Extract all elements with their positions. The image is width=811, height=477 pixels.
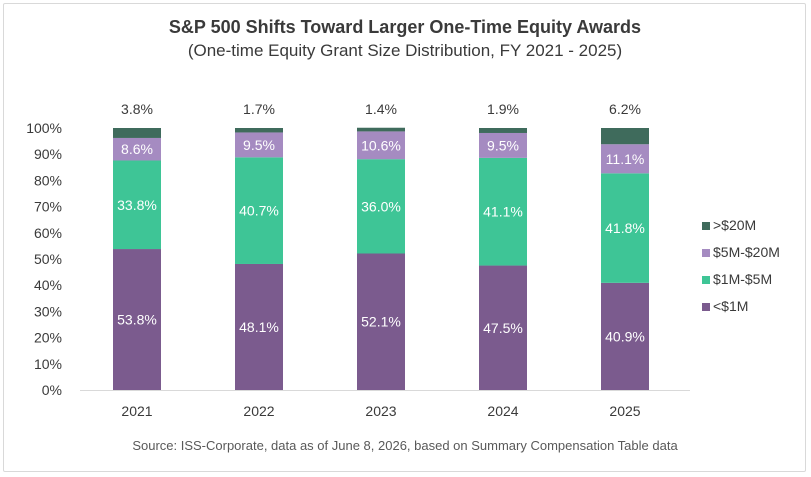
y-tick-label: 90%	[34, 146, 62, 162]
bar-segment	[601, 173, 649, 283]
data-label: 9.5%	[243, 137, 275, 153]
bar-segment	[113, 128, 161, 138]
data-label: 52.1%	[361, 314, 401, 330]
bar-segment	[479, 157, 527, 266]
data-label: 11.1%	[606, 151, 645, 167]
bar-segment	[357, 127, 405, 132]
data-label: 3.8%	[121, 101, 153, 117]
bar-segment	[479, 128, 527, 133]
bar-segment	[235, 128, 283, 133]
y-tick-label: 80%	[34, 172, 62, 188]
data-label: 53.8%	[117, 312, 157, 328]
data-label: 40.9%	[605, 328, 645, 344]
data-label: 1.7%	[243, 101, 275, 117]
bars: 53.8% 33.8% 8.6% 3.8% 48.1% 40.7% 9.5% 1.7% 52.1…	[113, 101, 649, 390]
source-note: Source: ISS-Corporate, data as of June 8…	[132, 438, 678, 453]
y-tick-label: 30%	[34, 303, 62, 319]
bar-segment	[357, 253, 405, 390]
y-axis: 0% 10% 20% 30% 40% 50% 60% 70% 80% 90% 100%	[26, 120, 62, 398]
legend: >$20M $5M-$20M $1M-$5M <$1M	[702, 217, 780, 314]
y-tick-label: 40%	[34, 277, 62, 293]
bar-segment	[235, 263, 283, 390]
data-label: 6.2%	[609, 101, 641, 117]
y-tick-label: 10%	[34, 356, 62, 372]
data-label: 10.6%	[361, 137, 401, 153]
y-tick-label: 20%	[34, 330, 62, 346]
x-tick-label: 2023	[365, 403, 396, 419]
legend-swatch	[702, 249, 710, 257]
x-tick-label: 2025	[609, 403, 640, 419]
y-tick-label: 0%	[42, 382, 62, 398]
x-tick-label: 2024	[487, 403, 518, 419]
y-tick-label: 50%	[34, 251, 62, 267]
legend-swatch	[702, 276, 710, 284]
data-label: 1.9%	[487, 101, 519, 117]
data-label: 47.5%	[483, 320, 523, 336]
chart-subtitle: (One-time Equity Grant Size Distribution…	[188, 41, 622, 60]
bar-segment	[601, 144, 649, 174]
data-label: 1.4%	[365, 101, 397, 117]
x-axis: 2021 2022 2023 2024 2025	[80, 390, 690, 419]
data-label: 36.0%	[361, 198, 401, 214]
bar-segment	[235, 157, 283, 264]
y-tick-label: 100%	[26, 120, 62, 136]
bar-segment	[357, 131, 405, 160]
bar-segment	[479, 265, 527, 390]
bar-segment	[113, 160, 161, 250]
legend-label: $1M-$5M	[713, 271, 772, 287]
legend-swatch	[702, 222, 710, 230]
y-tick-label: 60%	[34, 225, 62, 241]
legend-label: $5M-$20M	[713, 244, 780, 260]
chart-title: S&P 500 Shifts Toward Larger One-Time Eq…	[169, 17, 641, 37]
bar-segment	[479, 132, 527, 158]
y-tick-label: 70%	[34, 199, 62, 215]
bar-segment	[235, 132, 283, 158]
data-label: 48.1%	[239, 319, 279, 335]
bar-segment	[113, 249, 161, 390]
data-label: 33.8%	[117, 197, 157, 213]
legend-label: <$1M	[713, 298, 748, 314]
data-label: 9.5%	[487, 137, 519, 153]
data-label: 40.7%	[239, 203, 279, 219]
data-label: 41.1%	[483, 204, 523, 220]
legend-swatch	[702, 303, 710, 311]
data-label: 41.8%	[605, 220, 645, 236]
data-label: 8.6%	[121, 141, 153, 157]
x-tick-label: 2021	[121, 403, 152, 419]
bar-segment	[601, 282, 649, 390]
bar-segment	[357, 159, 405, 254]
legend-label: >$20M	[713, 217, 756, 233]
bar-segment	[601, 128, 649, 145]
x-tick-label: 2022	[243, 403, 274, 419]
bar-segment	[113, 137, 161, 161]
